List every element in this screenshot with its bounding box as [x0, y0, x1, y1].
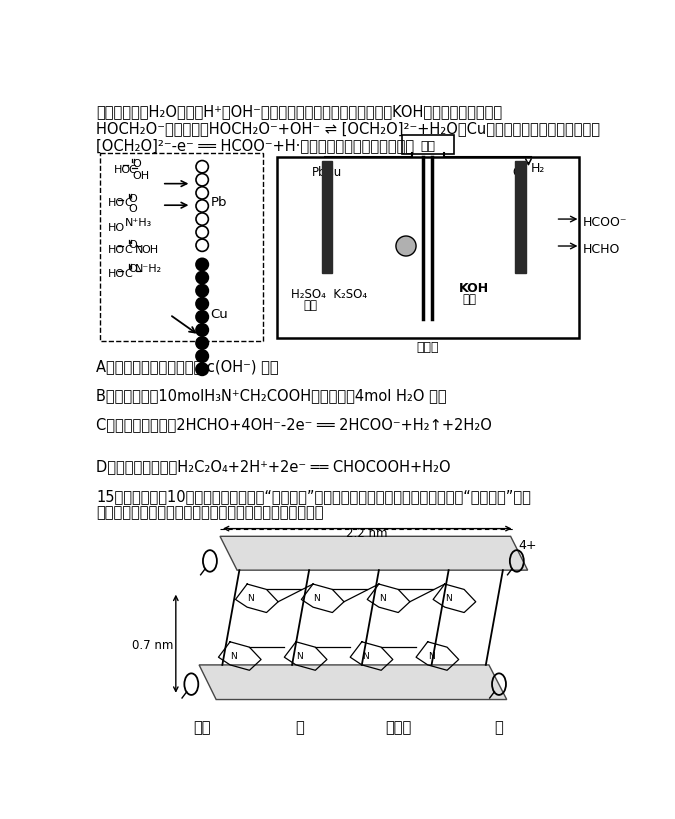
Text: 15．科学家合戕10一种如图所示的纳米“分子客车”，能装载多种稠符芳香烃。三种芳烃与“分子客车”的结: 15．科学家合戕10一种如图所示的纳米“分子客车”，能装载多种稠符芳香烃。三种芳… [96, 489, 531, 504]
Text: Pb: Pb [211, 196, 227, 209]
Text: O: O [128, 193, 137, 204]
Text: HOCH₂O⁻，存在平衡HOCH₂O⁻+OH⁻ ⇌ [OCH₂O]²⁻+H₂O。Cu电极上发生的电子转移反应为: HOCH₂O⁻，存在平衡HOCH₂O⁻+OH⁻ ⇌ [OCH₂O]²⁻+H₂O。… [96, 121, 600, 136]
Text: D．阴极区存在反应H₂C₂O₄+2H⁺+2e⁻ ══ CHOCOOH+H₂O: D．阴极区存在反应H₂C₂O₄+2H⁺+2e⁻ ══ CHOCOOH+H₂O [96, 458, 451, 473]
Text: O: O [128, 264, 137, 274]
Text: N: N [231, 651, 238, 660]
Circle shape [196, 227, 209, 239]
Text: PbCu: PbCu [312, 166, 342, 179]
Text: [OCH₂O]²⁻-e⁻ ══ HCOO⁻+H·。下列说法错误的是（　　）: [OCH₂O]²⁻-e⁻ ══ HCOO⁻+H·。下列说法错误的是（ ） [96, 138, 414, 153]
Text: N: N [296, 651, 303, 660]
Circle shape [196, 174, 209, 187]
Text: N: N [135, 244, 143, 255]
Text: N: N [446, 594, 452, 603]
Circle shape [196, 240, 209, 252]
Circle shape [396, 237, 416, 256]
Text: OH: OH [132, 170, 150, 180]
Text: Cu: Cu [211, 307, 228, 320]
Circle shape [196, 188, 209, 200]
Text: HO: HO [107, 223, 125, 233]
Text: 苊: 苊 [296, 720, 304, 735]
Polygon shape [220, 536, 528, 571]
Text: N: N [362, 651, 369, 660]
Text: C: C [125, 244, 132, 255]
Text: HO: HO [107, 198, 125, 208]
Circle shape [196, 364, 209, 376]
Circle shape [196, 201, 209, 213]
Text: HO: HO [114, 165, 131, 174]
Text: O: O [132, 159, 141, 169]
Text: C: C [128, 165, 136, 174]
Polygon shape [199, 665, 507, 699]
Text: A．电解一段时间后阳极区 c(OH⁻) 减小: A．电解一段时间后阳极区 c(OH⁻) 减小 [96, 358, 279, 373]
Text: N: N [313, 594, 320, 603]
Circle shape [196, 298, 209, 310]
Circle shape [196, 259, 209, 271]
Text: KOH: KOH [459, 281, 489, 294]
Text: Cu: Cu [513, 166, 529, 179]
Text: HO: HO [107, 244, 125, 255]
Text: HCHO: HCHO [583, 243, 620, 256]
Text: H₂SO₄  K₂SO₄: H₂SO₄ K₂SO₄ [290, 287, 367, 301]
Circle shape [196, 214, 209, 226]
Text: N: N [428, 651, 435, 660]
Text: 溶液: 溶液 [304, 299, 318, 312]
Text: OH: OH [141, 244, 158, 255]
Text: 并四苯: 并四苯 [385, 720, 411, 735]
Text: HCOO⁻: HCOO⁻ [583, 216, 627, 229]
Text: N: N [379, 594, 386, 603]
Circle shape [196, 161, 209, 174]
Text: N: N [248, 594, 254, 603]
Text: HO: HO [107, 269, 125, 279]
Text: 双极膜: 双极膜 [416, 341, 439, 354]
Circle shape [196, 285, 209, 297]
Text: C: C [125, 198, 132, 208]
Text: 蒜: 蒜 [495, 720, 504, 735]
Text: 4+: 4+ [518, 538, 537, 551]
Text: H₂: H₂ [531, 161, 545, 174]
Text: O: O [128, 240, 137, 250]
Bar [321, 162, 332, 274]
Text: 溶液: 溶液 [462, 293, 477, 305]
Circle shape [196, 324, 209, 337]
Text: N⁻H₂: N⁻H₂ [135, 264, 162, 274]
Text: 图，双极膜中H₂O解离的H⁺和OH⁻在电场作用下向两极迁移。已知在KOH溶液中，甲醛转化为: 图，双极膜中H₂O解离的H⁺和OH⁻在电场作用下向两极迁移。已知在KOH溶液中，… [96, 105, 502, 120]
Text: C: C [125, 269, 132, 279]
Text: 合常数（値越大越稳定）见表。下列说法错误的是（　　）: 合常数（値越大越稳定）见表。下列说法错误的是（ ） [96, 505, 323, 519]
Circle shape [196, 311, 209, 324]
Circle shape [196, 351, 209, 363]
Text: O: O [128, 204, 137, 214]
Text: 0.7 nm: 0.7 nm [132, 638, 173, 651]
FancyBboxPatch shape [402, 136, 454, 155]
Bar [515, 162, 526, 274]
Text: 芳烃: 芳烃 [194, 720, 211, 735]
Text: N⁺H₃: N⁺H₃ [125, 218, 152, 228]
Circle shape [196, 337, 209, 350]
Text: B．理论上生戕10molH₃N⁺CH₂COOH双极膜中有4mol H₂O 解离: B．理论上生戕10molH₃N⁺CH₂COOH双极膜中有4mol H₂O 解离 [96, 387, 447, 402]
Text: C．阳极总反应式为2HCHO+4OH⁻-2e⁻ ══ 2HCOO⁻+H₂↑+2H₂O: C．阳极总反应式为2HCHO+4OH⁻-2e⁻ ══ 2HCOO⁻+H₂↑+2H… [96, 417, 492, 432]
Text: 2.2 nm: 2.2 nm [346, 527, 388, 540]
Circle shape [196, 272, 209, 284]
Text: 电源: 电源 [421, 139, 435, 152]
